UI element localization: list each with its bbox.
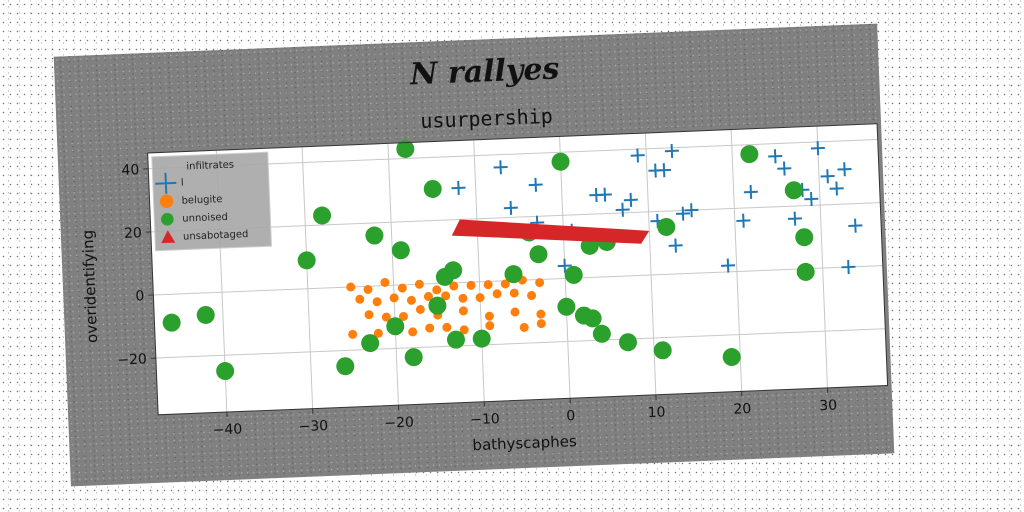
y-tick-label: −20 [117,351,147,368]
x-tick-label: −30 [298,418,328,435]
x-tick-label: −40 [212,421,242,438]
x-tick-label: −20 [384,415,414,432]
x-tick-label: 20 [733,401,751,418]
legend: infiltrates l belugite unnoised unsabotaged [152,152,272,251]
legend-title: infiltrates [186,160,234,173]
y-tick-label: 40 [121,162,139,179]
x-tick-label: 0 [566,408,576,424]
figure-card: N rallyes usurpership −40 −30 −20 −10 0 10 20 3… [54,24,895,487]
y-axis-label: overidentifying [79,230,102,344]
x-tick-label: −10 [470,411,500,428]
chart: N rallyes usurpership −40 −30 −20 −10 0 10 20 3… [54,24,895,487]
chart-title: usurpership [420,104,553,133]
chart-suptitle: N rallyes [408,51,560,92]
legend-label: unnoised [182,212,228,225]
x-axis-label: bathyscaphes [472,432,577,454]
x-tick-label: 30 [819,398,837,415]
y-tick-label: 0 [135,288,145,304]
legend-label: belugite [181,194,222,207]
x-tick-label: 10 [647,404,665,421]
legend-label: l [181,178,184,189]
y-tick-label: 20 [124,225,142,242]
